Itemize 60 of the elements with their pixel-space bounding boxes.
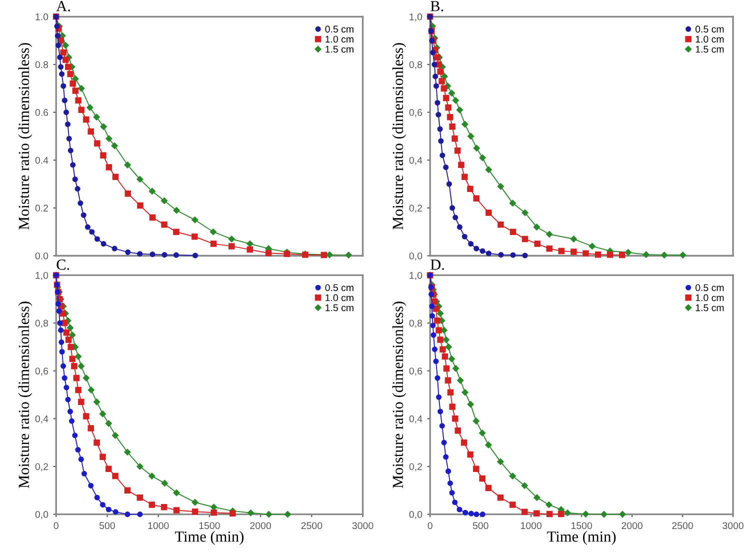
legend-label: 1.5 cm <box>326 46 354 53</box>
y-tick-label: 0,8 <box>35 320 48 328</box>
y-tick-label: 0,2 <box>409 204 422 213</box>
y-tick-label: 0,8 <box>409 61 422 70</box>
x-tick-label: 1500 <box>572 522 592 530</box>
x-axis-title: Time (min) <box>547 531 616 545</box>
y-tick-label: 1.0 <box>36 13 48 20</box>
y-tick-label: 0.6 <box>35 109 48 116</box>
y-tick-label: 0.2 <box>35 204 48 212</box>
x-tick-label: 2000 <box>622 522 642 530</box>
y-axis-title: Moisture ratio (dimensionless) <box>18 302 32 488</box>
y-tick-label: 0.0 <box>35 252 48 260</box>
chart-title: A. <box>56 1 70 12</box>
x-tick-label: 0 <box>428 522 432 530</box>
x-tick-label: 3000 <box>722 522 744 530</box>
legend-label: 1.0 cm <box>696 294 724 302</box>
y-tick-label: 0,4 <box>409 156 422 165</box>
y-tick-label: 1,0 <box>410 272 422 280</box>
x-tick-label: 1000 <box>521 522 542 530</box>
x-tick-label: 3000 <box>352 522 374 530</box>
x-tick-label: 0 <box>54 522 58 530</box>
legend-label: 0.5 cm <box>695 26 724 33</box>
x-tick-label: 500 <box>472 522 488 530</box>
legend-label: 0.5 cm <box>325 284 354 292</box>
y-tick-label: 0,2 <box>35 463 48 472</box>
legend-label: 0.5 cm <box>325 26 354 33</box>
y-tick-label: 0,8 <box>409 320 422 328</box>
chart-title: D. <box>430 260 444 270</box>
y-tick-label: 0,0 <box>35 511 48 520</box>
y-tick-label: 0,6 <box>409 368 422 376</box>
legend-label: 1.5 cm <box>696 304 724 312</box>
x-tick-label: 2500 <box>301 522 322 530</box>
legend-label: 1.5 cm <box>696 46 724 53</box>
y-axis-title: Moisture ratio (dimensionless) <box>392 302 406 488</box>
chart-title: B. <box>430 1 444 12</box>
x-tick-label: 1500 <box>199 522 220 530</box>
legend-label: 1.0 cm <box>696 36 724 43</box>
x-axis-title: Time (min) <box>174 531 244 545</box>
x-tick-label: 1000 <box>148 522 169 530</box>
y-tick-label: 0,6 <box>409 109 422 118</box>
y-tick-label: 0,0 <box>409 252 422 261</box>
legend-label: 1.5 cm <box>326 304 354 312</box>
y-tick-label: 0.8 <box>35 61 48 68</box>
y-tick-label: 0.4 <box>35 156 48 164</box>
x-tick-label: 500 <box>99 522 115 530</box>
legend-label: 1.0 cm <box>326 294 354 302</box>
y-tick-label: 0,6 <box>35 368 48 376</box>
y-tick-label: 0,4 <box>35 415 48 424</box>
x-tick-label: 2500 <box>672 522 693 530</box>
legend-label: 0.5 cm <box>695 284 724 292</box>
y-tick-label: 0,2 <box>409 463 422 472</box>
x-tick-label: 2000 <box>250 522 271 530</box>
y-tick-label: 1,0 <box>36 272 48 280</box>
y-axis-title: Moisture ratio (dimensionless) <box>18 43 32 230</box>
legend-label: 1.0 cm <box>326 36 354 43</box>
y-tick-label: 1,0 <box>410 13 422 22</box>
y-tick-label: 0,4 <box>409 415 422 424</box>
chart-title: C. <box>56 260 70 270</box>
y-axis-title: Moisture ratio (dimensionless) <box>392 43 406 230</box>
y-tick-label: 0,0 <box>409 511 422 520</box>
